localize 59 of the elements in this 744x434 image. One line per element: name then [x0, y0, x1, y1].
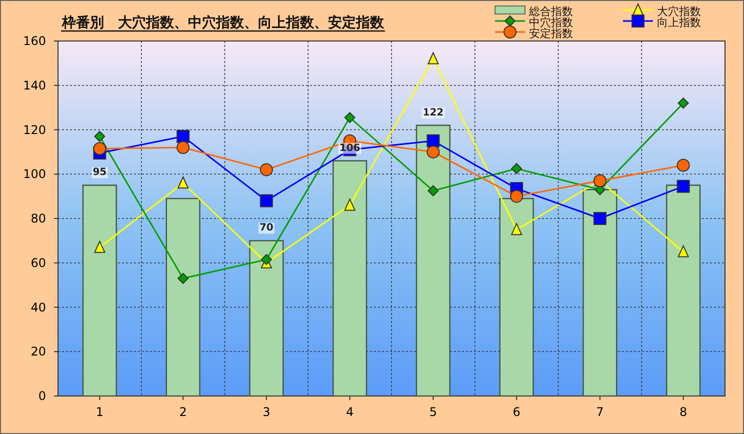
- bar: [416, 124, 450, 397]
- data-label: 122: [422, 107, 444, 118]
- x-tick-label: 1: [96, 405, 104, 419]
- y-tick-label: 80: [30, 212, 46, 226]
- bar: [499, 198, 534, 397]
- point: [426, 134, 440, 148]
- point: [178, 176, 189, 188]
- data-label: 95: [92, 167, 107, 178]
- bar: [166, 198, 200, 397]
- point: [176, 130, 190, 143]
- point: [260, 163, 273, 176]
- x-tick-label: 4: [346, 405, 354, 419]
- bar: [82, 184, 117, 397]
- point: [510, 190, 524, 203]
- bar: [582, 189, 618, 397]
- data-label: 106: [339, 142, 360, 154]
- point: [260, 194, 273, 208]
- legend-label: 総合指数: [528, 5, 573, 18]
- data-label: 70: [259, 222, 274, 234]
- point: [93, 142, 106, 156]
- bar: [332, 160, 368, 397]
- legend-label: 安定指数: [529, 27, 573, 40]
- point: [344, 112, 356, 124]
- x-tick-label: 7: [596, 405, 604, 419]
- y-tick-label: 20: [30, 344, 46, 359]
- point: [678, 98, 689, 109]
- point: [678, 245, 689, 258]
- point: [260, 254, 272, 266]
- x-tick-label: 8: [679, 405, 688, 419]
- y-tick-label: 0: [38, 389, 46, 403]
- point: [428, 185, 439, 196]
- legend-label: 中穴指数: [529, 16, 573, 29]
- y-tick-label: 40: [30, 300, 46, 314]
- point: [178, 272, 189, 284]
- point: [94, 240, 106, 253]
- bar: [249, 240, 284, 397]
- y-tick-label: 100: [23, 167, 46, 182]
- point: [676, 180, 690, 193]
- point: [593, 212, 606, 225]
- y-tick-label: 160: [23, 34, 46, 48]
- point: [428, 52, 439, 64]
- point: [426, 145, 440, 158]
- legend-label: 大穴指数: [657, 5, 701, 18]
- y-tick-label: 120: [23, 122, 46, 137]
- point: [676, 158, 690, 172]
- x-tick-label: 3: [262, 405, 270, 419]
- y-tick-label: 60: [30, 256, 46, 270]
- x-tick-label: 6: [512, 405, 520, 419]
- point: [511, 163, 522, 174]
- chart-title: 枠番別 大穴指数、中穴指数、向上指数、安定指数: [61, 14, 385, 31]
- x-tick-label: 5: [429, 405, 438, 419]
- point: [511, 223, 522, 236]
- legend-label: 向上指数: [657, 16, 701, 29]
- bar: [666, 184, 701, 397]
- point: [176, 141, 190, 154]
- y-tick-label: 140: [23, 78, 46, 92]
- point: [94, 130, 106, 142]
- point: [344, 198, 356, 211]
- x-tick-label: 2: [179, 405, 187, 419]
